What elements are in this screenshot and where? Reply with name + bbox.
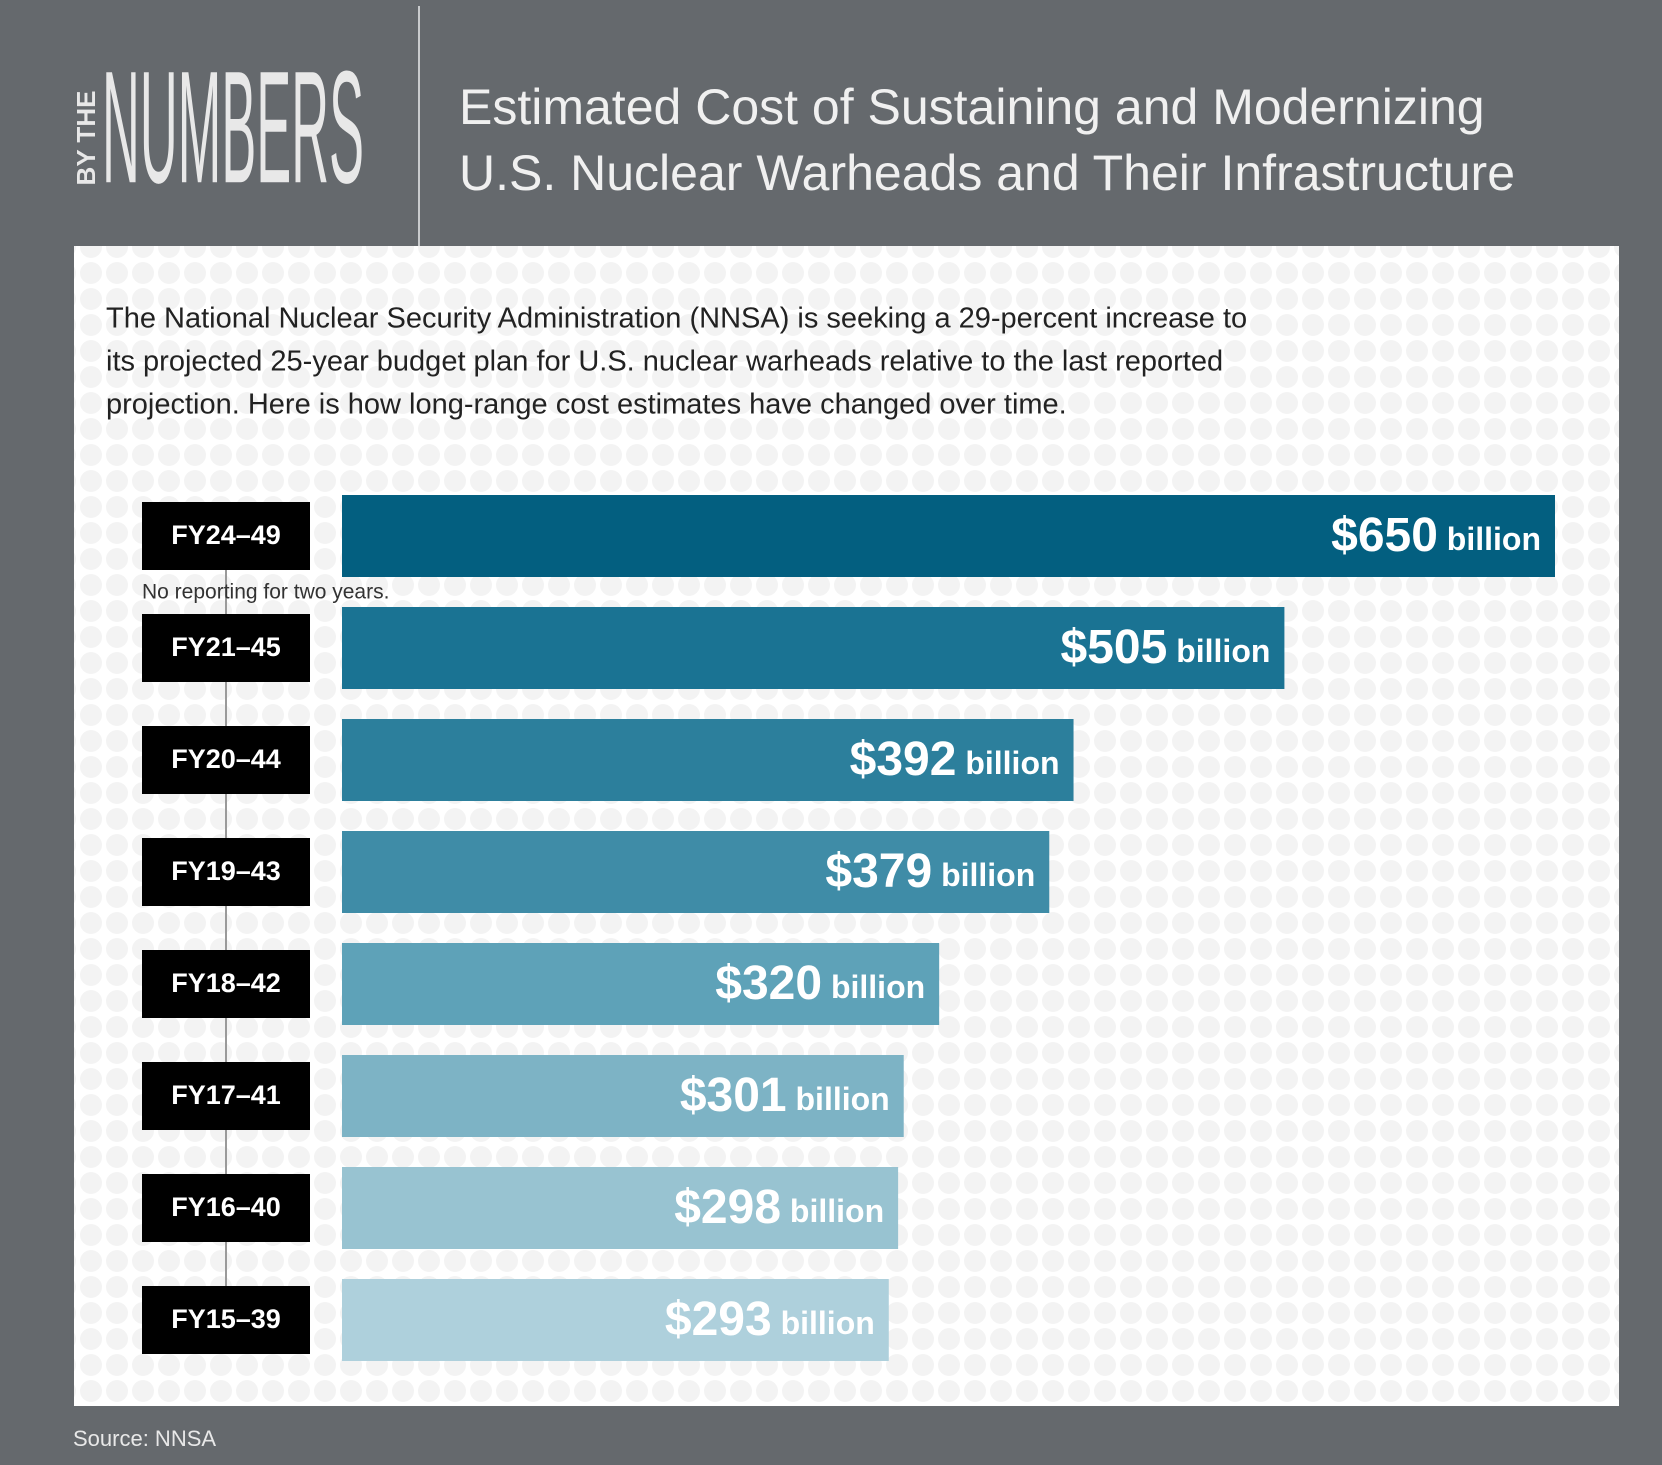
bar — [342, 607, 1285, 689]
bar — [342, 831, 1050, 913]
category-box — [142, 1286, 310, 1354]
value-label: $293 billion — [665, 1293, 875, 1346]
subtitle: its projected 25-year budget plan for U.… — [106, 346, 1223, 378]
chart-title: Estimated Cost of Sustaining and Moderni… — [459, 79, 1485, 135]
category-box — [142, 502, 310, 570]
y-tick-label: FY17–41 — [171, 1080, 281, 1110]
category-box — [142, 1062, 310, 1130]
bar — [342, 1279, 889, 1361]
value-label: $298 billion — [674, 1181, 884, 1234]
y-tick-label: FY15–39 — [171, 1304, 281, 1334]
brand: NUMBERS — [102, 37, 364, 216]
subtitle: The National Nuclear Security Administra… — [106, 303, 1247, 335]
bar — [342, 1055, 904, 1137]
value-label: $392 billion — [850, 733, 1060, 786]
subtitle: projection. Here is how long-range cost … — [106, 389, 1067, 421]
bar — [342, 943, 940, 1025]
category-box — [142, 726, 310, 794]
bar — [342, 719, 1074, 801]
chart-title: U.S. Nuclear Warheads and Their Infrastr… — [459, 145, 1515, 201]
category-box — [142, 614, 310, 682]
bar — [342, 495, 1555, 577]
value-label: $379 billion — [825, 845, 1035, 898]
category-box — [142, 838, 310, 906]
y-tick-label: FY16–40 — [171, 1192, 281, 1222]
y-tick-label: FY24–49 — [171, 520, 281, 550]
source: Source: NNSA — [73, 1426, 216, 1451]
value-label: $650 billion — [1331, 509, 1541, 562]
y-tick-label: FY21–45 — [171, 632, 281, 662]
category-box — [142, 950, 310, 1018]
value-label: $301 billion — [680, 1069, 890, 1122]
y-tick-label: FY20–44 — [171, 744, 281, 774]
brand-kicker: BY THE — [71, 91, 101, 186]
category-box — [142, 1174, 310, 1242]
annotation: No reporting for two years. — [142, 581, 389, 604]
bar — [342, 1167, 899, 1249]
value-label: $505 billion — [1061, 621, 1271, 674]
y-tick-label: FY18–42 — [171, 968, 281, 998]
value-label: $320 billion — [715, 957, 925, 1010]
y-tick-label: FY19–43 — [171, 856, 281, 886]
